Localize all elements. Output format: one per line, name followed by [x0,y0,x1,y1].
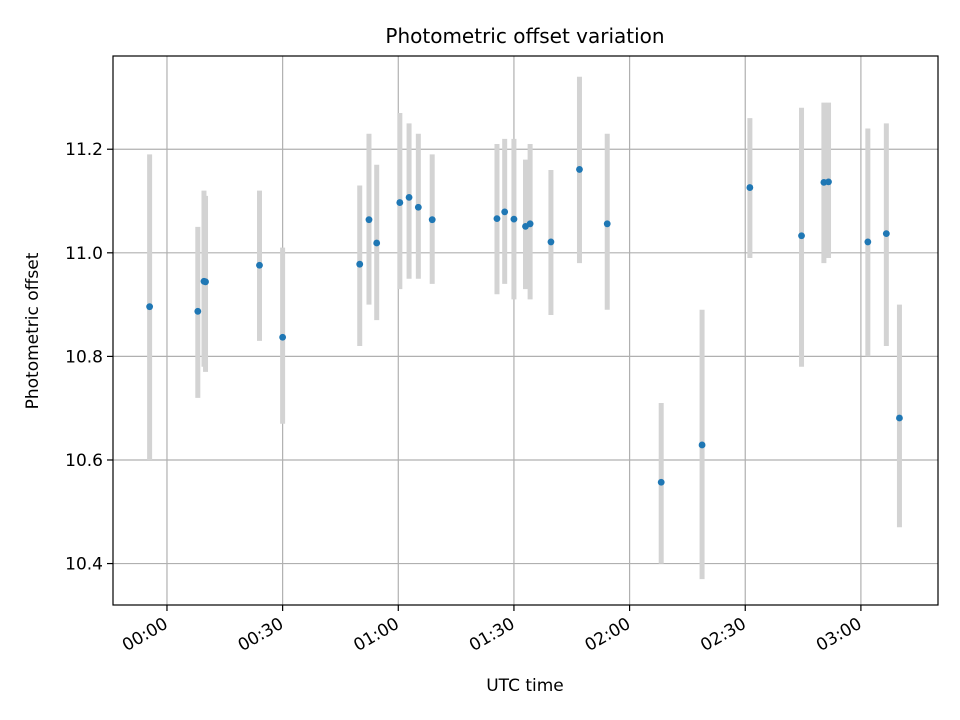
data-point [202,278,209,286]
y-tick-label: 10.4 [65,555,103,575]
data-point [864,238,872,246]
data-point [603,220,611,228]
data-point [396,199,404,206]
data-point [414,203,422,211]
y-axis-label: Photometric offset [23,252,43,409]
x-axis-label: UTC time [486,676,564,696]
data-point [279,333,287,341]
y-tick-label: 10.8 [65,347,103,367]
data-point [825,178,832,186]
y-tick-label: 10.6 [65,451,103,471]
data-point [798,232,805,240]
data-point [356,260,364,268]
data-point [657,478,665,486]
y-tick-label: 11.0 [65,244,103,264]
chart-title: Photometric offset variation [385,24,664,48]
data-point [896,414,903,422]
data-point [428,216,436,224]
data-point [882,230,890,238]
data-point [493,215,501,223]
data-point [194,307,202,315]
data-point [405,193,413,201]
data-point [698,441,706,449]
data-point [510,215,518,223]
y-tick-label: 11.2 [65,140,103,160]
data-point [373,239,381,247]
plot-area-frame [112,55,939,606]
data-point [501,208,509,216]
data-point [256,261,263,269]
data-point [365,216,373,224]
data-point [146,303,154,311]
data-point [526,220,534,228]
marker-layer [146,166,903,486]
data-point [746,184,754,191]
data-point [547,238,555,246]
data-point [576,166,583,173]
